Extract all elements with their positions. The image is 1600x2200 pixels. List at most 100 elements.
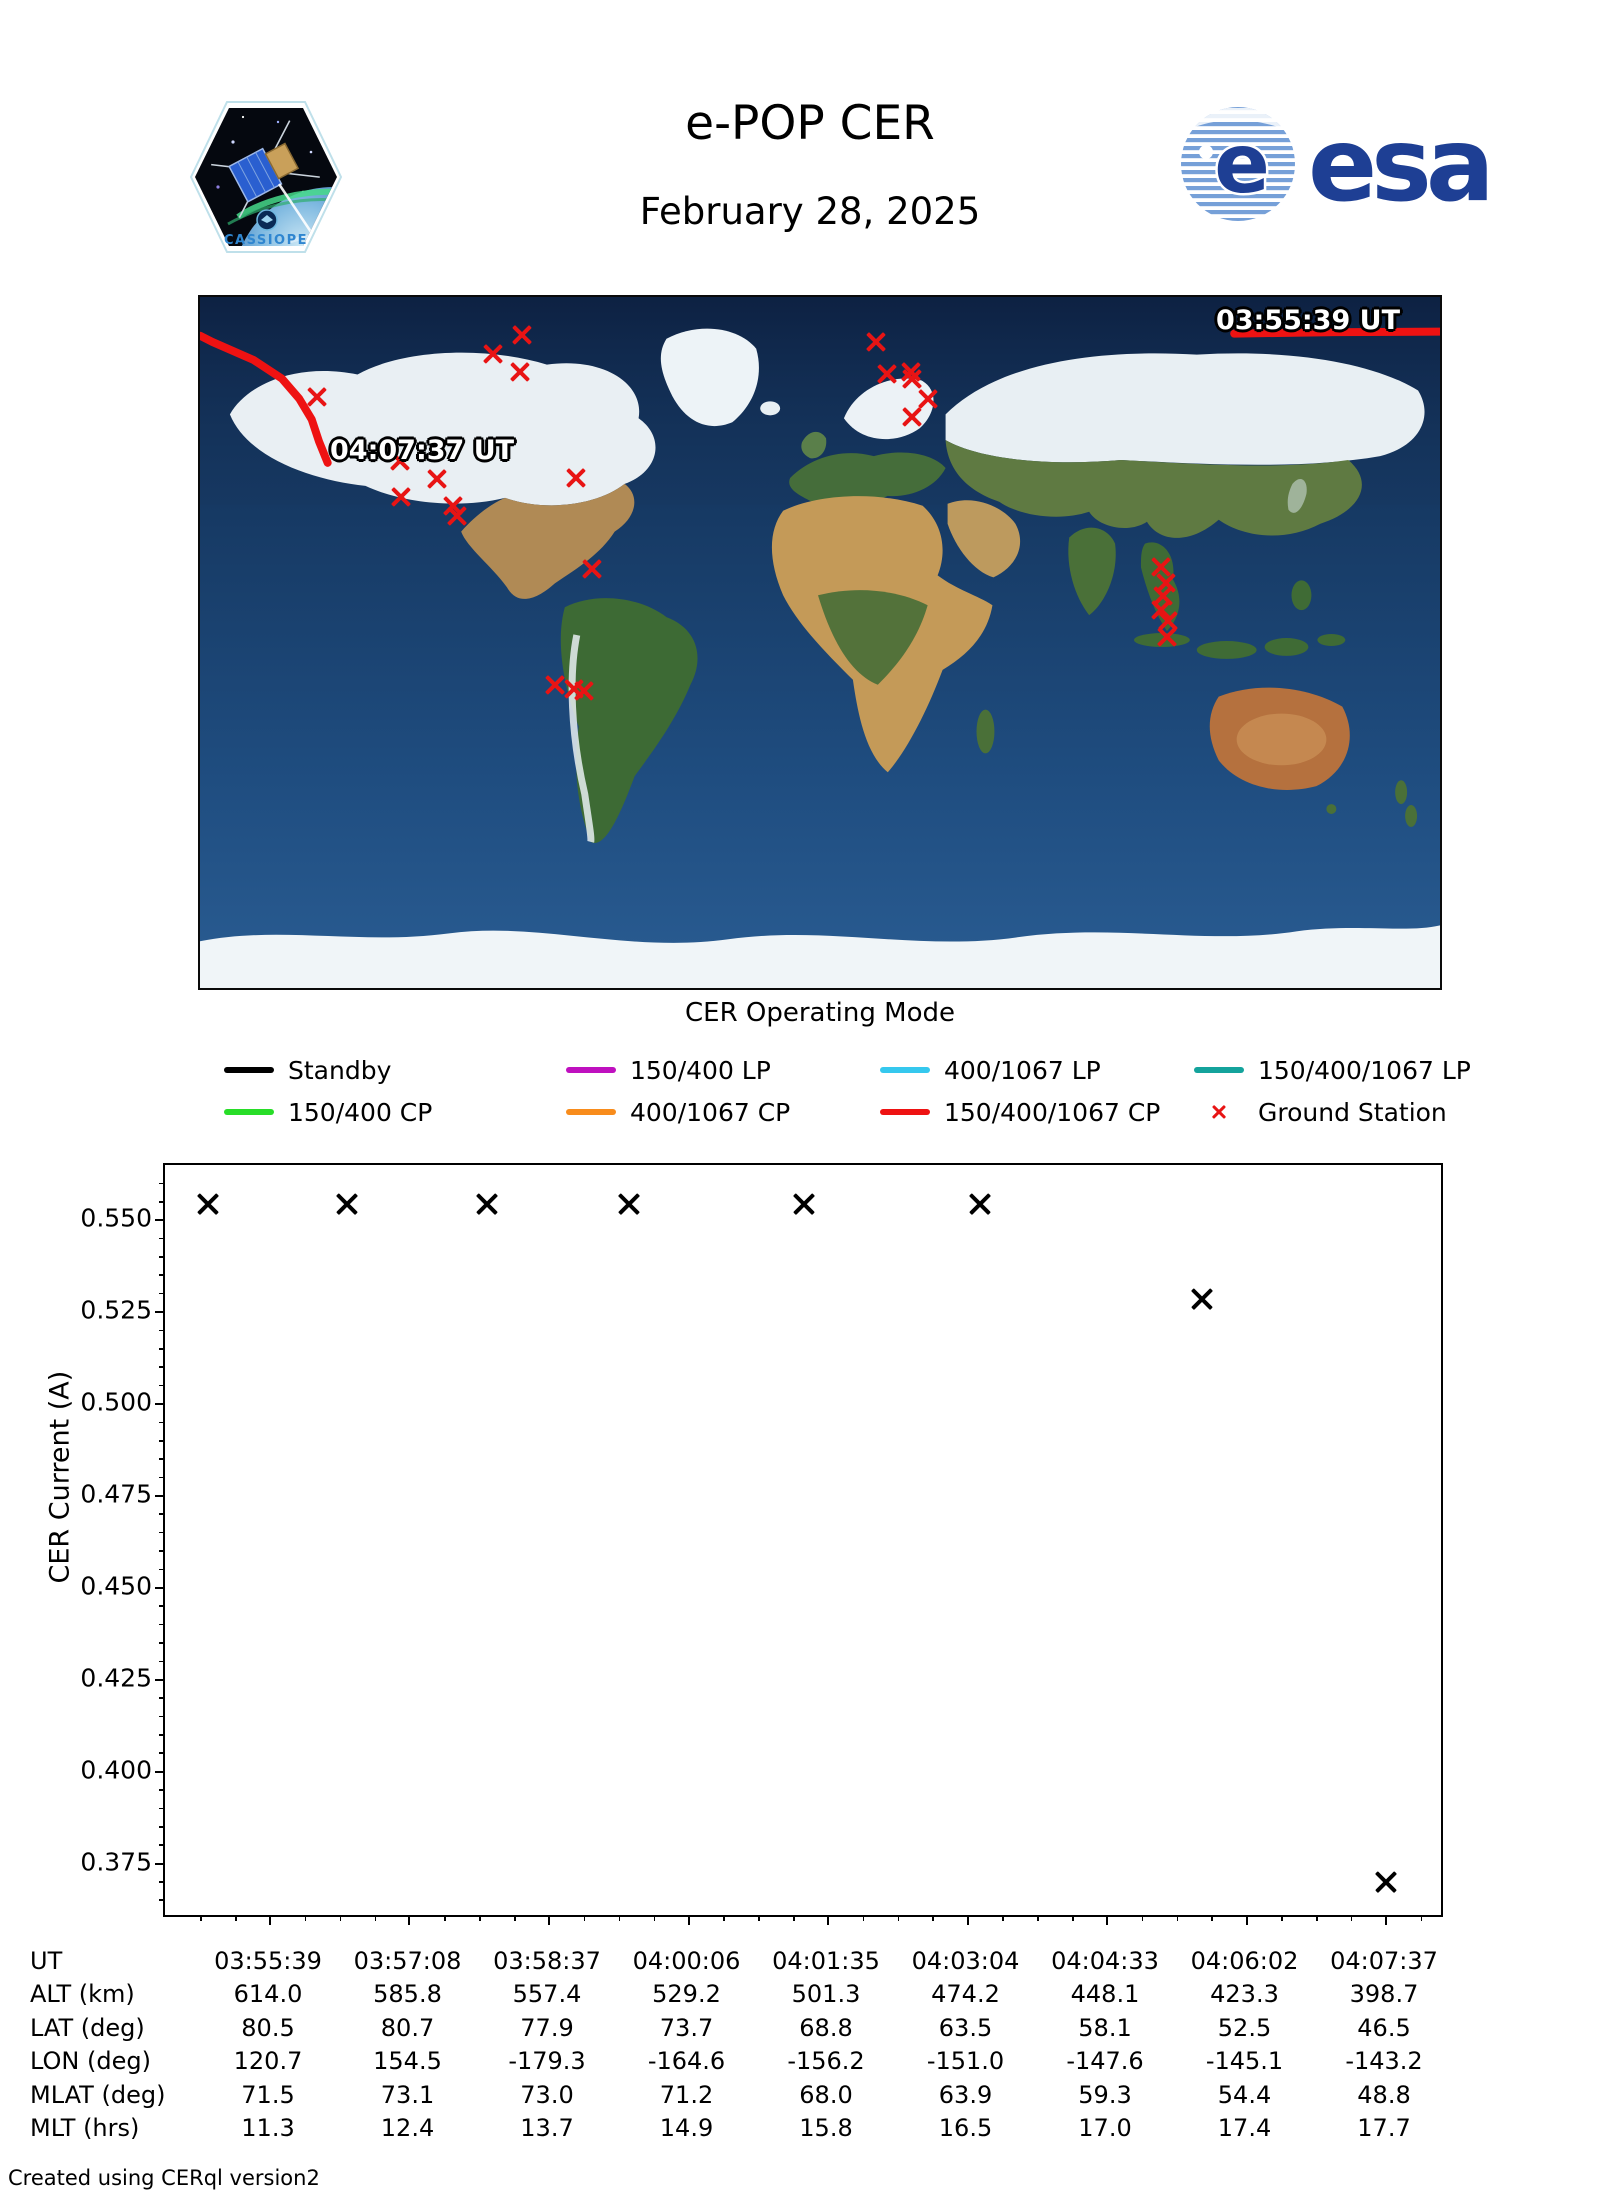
y-minor-tick <box>159 1182 165 1185</box>
y-tick <box>155 1311 165 1314</box>
ground-station-marker <box>1154 624 1180 650</box>
track-end-timestamp: 04:07:37 UT <box>330 435 515 466</box>
table-cell: 12.4 <box>380 2114 435 2142</box>
y-minor-tick <box>159 1568 165 1571</box>
y-minor-tick <box>159 1807 165 1810</box>
legend-item-label: 150/400 CP <box>288 1097 433 1127</box>
table-row-label: UT <box>30 1947 63 1975</box>
table-cell: 52.5 <box>1217 2013 1272 2042</box>
cer-current-data-point <box>616 1191 642 1217</box>
page-date: February 28, 2025 <box>639 190 981 233</box>
legend-item-label: 150/400/1067 LP <box>1258 1055 1471 1085</box>
legend-item: 400/1067 CP <box>566 1097 791 1127</box>
x-minor-tick <box>723 1915 725 1921</box>
y-tick <box>155 1586 165 1589</box>
legend-item: Ground Station <box>1194 1098 1447 1127</box>
ground-station-marker <box>509 322 535 348</box>
y-tick <box>155 1494 165 1497</box>
table-cell: 614.0 <box>233 1980 303 2009</box>
legend-line-swatch-icon <box>566 1109 616 1115</box>
table-cell: 71.2 <box>659 2080 714 2109</box>
y-minor-tick <box>159 1531 165 1534</box>
legend-line-swatch-icon <box>224 1109 274 1115</box>
track-start-timestamp: 03:55:39 UT <box>1215 305 1400 336</box>
y-tick-label: 0.400 <box>80 1755 152 1785</box>
table-cell: 14.9 <box>659 2114 714 2142</box>
y-tick <box>155 1402 165 1405</box>
table-cell: 448.1 <box>1070 1980 1140 2009</box>
x-minor-tick <box>1316 1915 1318 1921</box>
table-row-label: LON (deg) <box>30 2047 151 2076</box>
x-minor-tick <box>583 1915 586 1921</box>
ground-station-marker <box>507 359 533 385</box>
x-minor-tick <box>235 1915 237 1921</box>
table-cell: 16.5 <box>938 2114 993 2142</box>
x-minor-tick <box>1281 1915 1283 1921</box>
x-minor-tick <box>1176 1915 1179 1921</box>
x-minor-tick <box>1420 1915 1423 1921</box>
legend-x-marker-icon <box>1206 1099 1232 1125</box>
table-cell: -143.2 <box>1345 2047 1423 2076</box>
x-minor-tick <box>758 1915 760 1921</box>
table-cell: 80.5 <box>241 2013 295 2042</box>
table-cell: -151.0 <box>926 2047 1005 2076</box>
x-tick <box>1245 1915 1248 1925</box>
y-minor-tick <box>159 1789 165 1791</box>
ground-station-marker <box>571 678 597 704</box>
cer-current-plot <box>155 1163 1443 1925</box>
cassiope-mission-patch-icon: CASSIOPE <box>183 92 347 262</box>
y-tick-label: 0.550 <box>80 1203 152 1233</box>
table-cell: 54.4 <box>1217 2080 1272 2109</box>
cer-current-data-point <box>791 1191 817 1217</box>
footer-credit: Created using CERql version2 <box>8 2166 320 2190</box>
table-cell: 04:04:33 <box>1051 1947 1159 1975</box>
table-cell: 120.7 <box>233 2047 303 2076</box>
table-cell: 557.4 <box>512 1980 582 2009</box>
table-cell: 03:55:39 <box>214 1947 322 1975</box>
ground-station-marker <box>480 341 506 367</box>
ground-station-marker <box>863 329 889 355</box>
y-minor-tick <box>159 1348 165 1350</box>
esa-wordmark: esa <box>1308 106 1489 225</box>
ground-station-marker <box>424 466 450 492</box>
world-map: 03:55:39 UT 04:07:37 UT <box>198 295 1442 990</box>
ground-station-marker <box>899 404 925 430</box>
world-map-background <box>200 297 1440 988</box>
legend-item: Standby <box>224 1056 391 1085</box>
table-cell: 474.2 <box>931 1980 1000 2009</box>
y-minor-tick <box>159 1715 165 1718</box>
legend-item-label: 150/400 LP <box>630 1055 771 1085</box>
legend-item-label: 400/1067 CP <box>630 1097 791 1127</box>
x-minor-tick <box>897 1915 900 1921</box>
y-minor-tick <box>159 1660 165 1663</box>
x-tick <box>1105 1915 1108 1925</box>
x-minor-tick <box>1141 1915 1144 1921</box>
table-cell: 03:57:08 <box>353 1947 462 1975</box>
table-cell: 48.8 <box>1357 2080 1411 2109</box>
x-minor-tick <box>514 1915 516 1921</box>
y-tick-label: 0.375 <box>80 1847 152 1877</box>
table-cell: 11.3 <box>241 2114 295 2142</box>
table-cell: 71.5 <box>241 2080 295 2109</box>
legend-item: 150/400/1067 LP <box>1194 1055 1471 1085</box>
legend-line-swatch-icon <box>566 1067 616 1073</box>
svg-text:e: e <box>1214 117 1270 212</box>
table-cell: -156.2 <box>787 2047 865 2076</box>
table-cell: 73.1 <box>380 2080 435 2109</box>
patch-label: CASSIOPE <box>224 233 308 248</box>
y-minor-tick <box>159 1734 165 1736</box>
x-tick <box>966 1915 969 1925</box>
y-tick <box>155 1862 165 1865</box>
y-tick <box>155 1770 165 1773</box>
x-tick <box>827 1915 829 1925</box>
legend-item: 400/1067 LP <box>880 1056 1101 1085</box>
legend-title: CER Operating Mode <box>684 998 955 1028</box>
table-cell: 73.0 <box>520 2080 574 2109</box>
table-cell: 77.9 <box>520 2013 574 2042</box>
table-cell: 13.7 <box>520 2114 574 2142</box>
y-minor-tick <box>159 1697 165 1699</box>
y-minor-tick <box>159 1605 165 1607</box>
y-tick <box>155 1219 165 1222</box>
table-cell: 04:06:02 <box>1190 1947 1299 1975</box>
